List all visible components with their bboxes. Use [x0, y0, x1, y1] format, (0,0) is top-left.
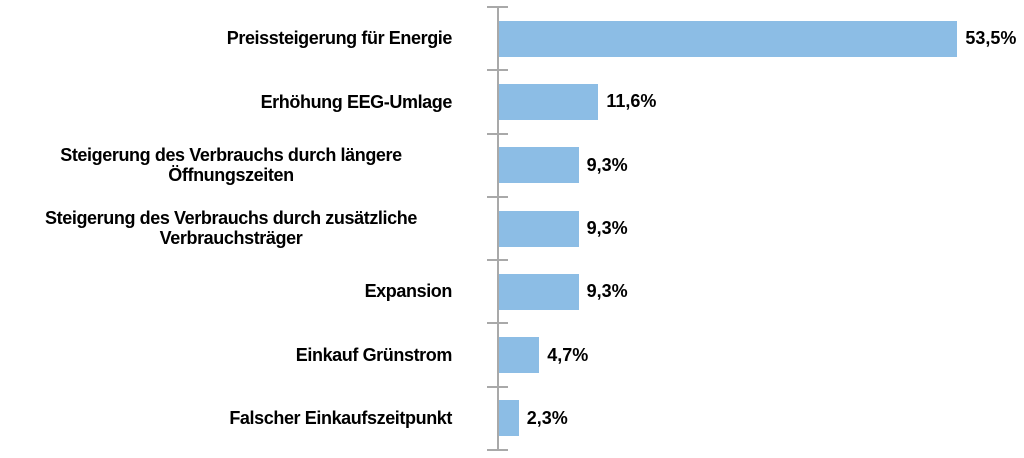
bar [499, 20, 958, 57]
bar [499, 400, 519, 437]
category-label: Einkauf Grünstrom [295, 344, 453, 365]
category-label: Steigerung des Verbrauchs durch längere … [60, 144, 402, 186]
axis-tick [487, 69, 508, 72]
axis-tick [487, 259, 508, 262]
bar [499, 337, 540, 374]
category-axis-line [497, 7, 499, 450]
axis-tick [487, 385, 508, 388]
axis-tick [487, 6, 508, 8]
value-label: 11,6% [606, 91, 657, 112]
axis-tick [487, 195, 508, 198]
value-label: 9,3% [586, 218, 628, 238]
axis-tick [487, 322, 508, 325]
category-label: Expansion [364, 281, 453, 302]
bar [499, 273, 579, 310]
category-label: Falscher Einkaufszeitpunkt [229, 408, 452, 428]
value-label: 9,3% [586, 154, 628, 175]
value-label: 53,5% [965, 28, 1017, 49]
bar [499, 210, 579, 247]
bar [499, 147, 579, 184]
value-label: 9,3% [586, 281, 628, 302]
bar [499, 83, 599, 120]
value-label: 4,7% [547, 344, 589, 365]
category-label: Preissteigerung für Energie [226, 28, 453, 49]
axis-tick [487, 132, 508, 135]
category-label: Erhöhung EEG-Umlage [260, 91, 453, 112]
axis-tick [487, 449, 508, 451]
value-label: 2,3% [526, 407, 568, 428]
category-label: Steigerung des Verbrauchs durch zusätzli… [45, 207, 417, 249]
